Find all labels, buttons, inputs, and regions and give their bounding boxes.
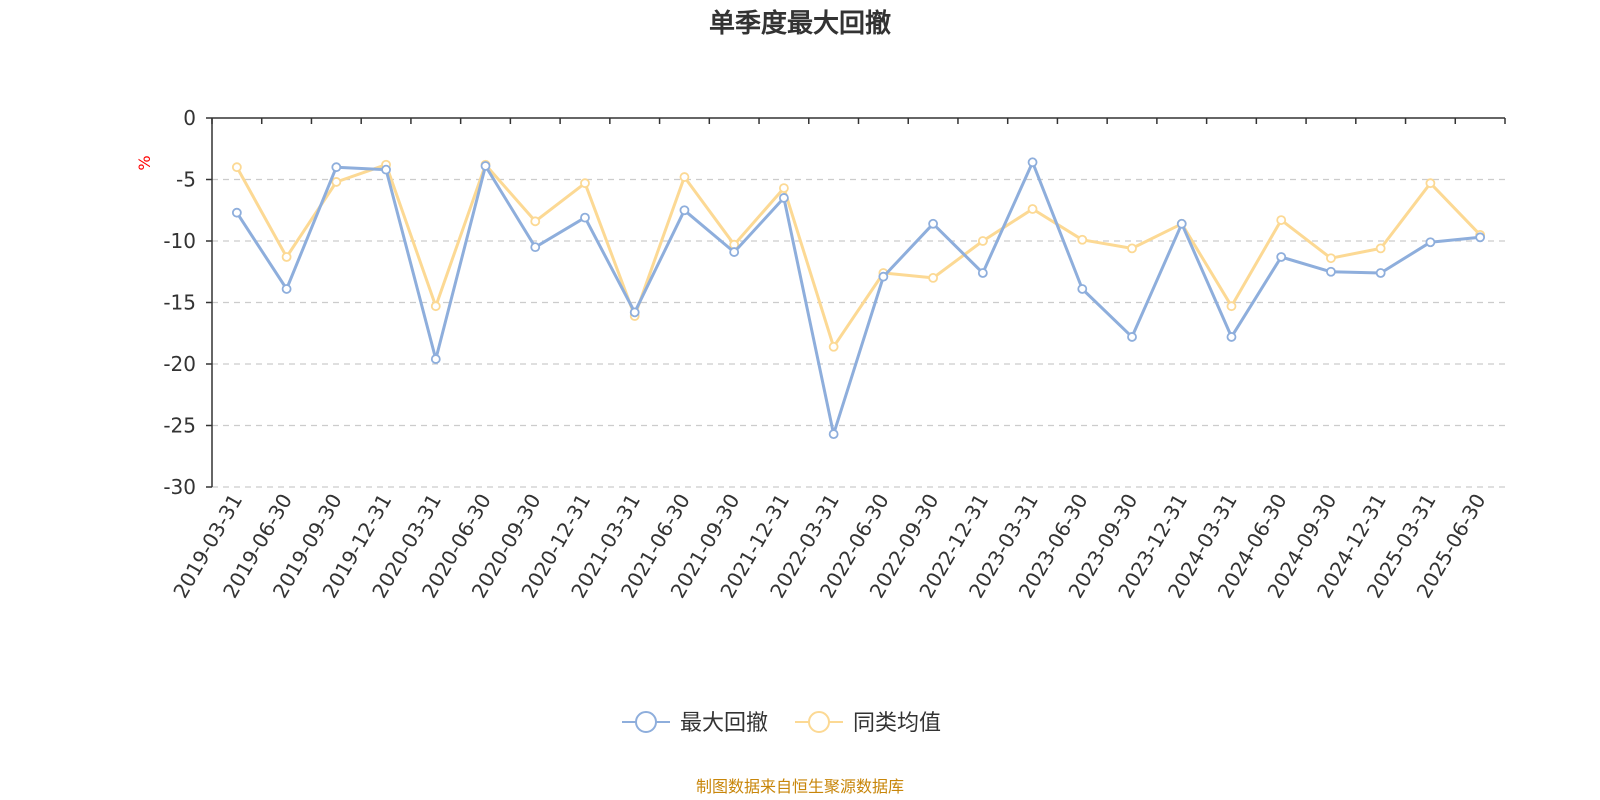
data-point[interactable]: [1375, 243, 1386, 254]
data-point[interactable]: [281, 284, 292, 294]
data-point[interactable]: [779, 183, 789, 194]
legend-label: 同类均值: [853, 711, 941, 736]
data-point[interactable]: [530, 242, 541, 253]
data-point[interactable]: [729, 247, 740, 257]
data-point[interactable]: [231, 162, 242, 173]
data-point[interactable]: [1176, 218, 1187, 229]
y-tick-labels: 0 -5 -10 -15 -20 -25 -30: [163, 106, 196, 499]
data-point[interactable]: [1077, 234, 1088, 245]
data-source-note: 制图数据来自恒生聚源数据库: [696, 777, 904, 796]
legend-item-1[interactable]: 最大回撤: [622, 711, 768, 736]
series-line-2: [235, 163, 1482, 349]
legend-marker-icon: [635, 711, 657, 733]
series-lines: [231, 157, 1486, 440]
y-tick-label: -20: [163, 352, 196, 376]
data-point[interactable]: [679, 172, 690, 182]
data-point[interactable]: [331, 162, 342, 173]
data-point[interactable]: [679, 205, 690, 216]
axes: [206, 117, 1506, 488]
data-point[interactable]: [1425, 178, 1436, 189]
y-tick-label: -25: [163, 414, 196, 438]
data-point[interactable]: [430, 301, 441, 312]
data-point[interactable]: [928, 272, 938, 283]
data-point[interactable]: [629, 307, 640, 318]
y-tick-label: -15: [163, 291, 196, 315]
y-axis-unit: %: [135, 155, 154, 170]
data-point[interactable]: [281, 252, 292, 262]
data-point[interactable]: [1027, 204, 1038, 214]
data-point[interactable]: [828, 429, 839, 440]
y-tick-label: 0: [183, 106, 196, 130]
legend-label: 最大回撤: [680, 711, 768, 736]
data-point[interactable]: [530, 216, 541, 227]
legend-item-2[interactable]: 同类均值: [795, 711, 941, 736]
data-point[interactable]: [430, 354, 441, 364]
data-point[interactable]: [580, 178, 590, 189]
legend[interactable]: 最大回撤 同类均值: [622, 711, 941, 736]
data-point[interactable]: [878, 271, 889, 282]
data-point[interactable]: [1077, 284, 1088, 294]
y-tick-label: -5: [176, 168, 196, 192]
data-point[interactable]: [1226, 301, 1237, 312]
chart-title: 单季度最大回撤: [709, 8, 891, 39]
data-point[interactable]: [1226, 332, 1237, 342]
data-point[interactable]: [580, 212, 590, 223]
data-point[interactable]: [1276, 252, 1287, 262]
data-point[interactable]: [779, 193, 789, 203]
data-point[interactable]: [381, 164, 391, 175]
series-line-1: [235, 160, 1481, 436]
x-tick-labels: 2019-03-312019-06-302019-09-302019-12-31…: [168, 490, 1490, 603]
data-point[interactable]: [977, 236, 988, 246]
data-point[interactable]: [1475, 232, 1486, 243]
legend-marker-icon: [808, 711, 830, 733]
y-tick-label: -30: [163, 475, 196, 499]
data-point[interactable]: [1326, 253, 1336, 264]
data-point[interactable]: [1027, 157, 1038, 168]
data-point[interactable]: [1127, 243, 1137, 254]
data-point[interactable]: [1127, 332, 1137, 342]
data-point[interactable]: [1375, 268, 1386, 278]
data-point[interactable]: [828, 341, 839, 352]
data-point[interactable]: [231, 207, 242, 218]
data-point[interactable]: [1425, 237, 1436, 248]
data-point[interactable]: [928, 218, 938, 229]
data-point[interactable]: [977, 268, 988, 278]
data-point[interactable]: [331, 177, 342, 187]
data-point[interactable]: [1326, 266, 1336, 277]
data-point[interactable]: [480, 161, 491, 171]
data-point[interactable]: [1276, 215, 1287, 225]
y-tick-label: -10: [163, 229, 196, 253]
